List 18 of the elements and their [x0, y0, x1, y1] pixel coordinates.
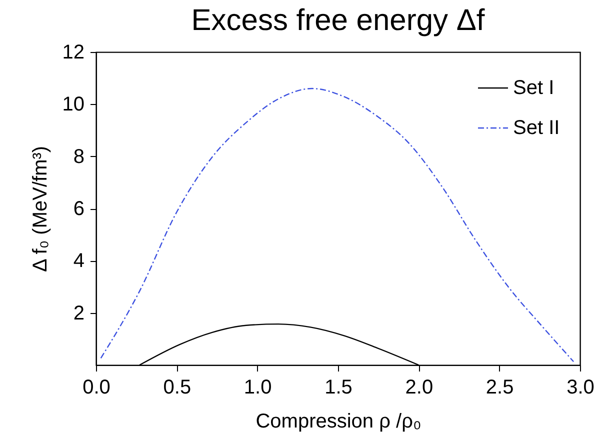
- chart-title: Excess free energy Δf: [191, 4, 486, 37]
- y-tick-label: 10: [62, 94, 84, 116]
- y-tick-label: 8: [73, 146, 84, 168]
- x-tick-label: 3.0: [566, 376, 594, 398]
- legend-label: Set I: [513, 77, 554, 99]
- x-axis-title: Compression ρ /ρ₀: [256, 410, 422, 432]
- x-tick-label: 1.5: [324, 376, 352, 398]
- y-tick-label: 12: [62, 42, 84, 64]
- y-tick-label: 2: [73, 302, 84, 324]
- y-tick-label: 6: [73, 198, 84, 220]
- x-tick-label: 1.0: [244, 376, 272, 398]
- legend-label: Set II: [513, 117, 560, 139]
- x-tick-label: 2.5: [486, 376, 514, 398]
- y-axis-title: Δ f₀ (MeV/fm³): [29, 146, 52, 272]
- x-tick-label: 2.0: [405, 376, 434, 398]
- x-tick-label: 0.0: [82, 376, 110, 398]
- x-tick-label: 0.5: [163, 376, 192, 398]
- y-tick-label: 4: [73, 250, 84, 272]
